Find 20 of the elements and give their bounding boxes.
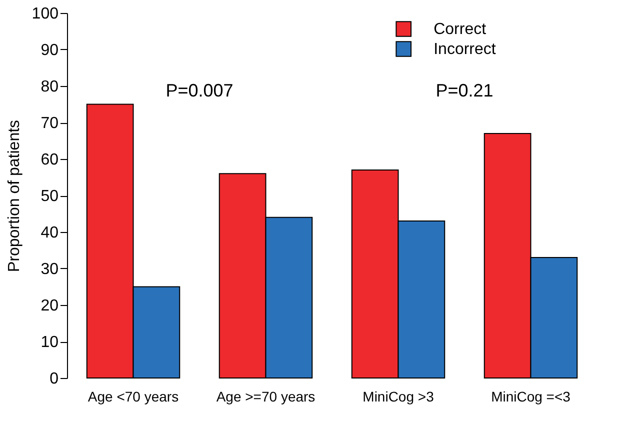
y-tick-label: 0 — [50, 370, 59, 388]
y-tick-label: 100 — [32, 6, 59, 22]
annotation: P=0.007 — [166, 80, 234, 100]
y-tick-label: 70 — [40, 115, 59, 132]
y-tick-label: 80 — [40, 78, 59, 96]
y-tick-label: 30 — [40, 261, 59, 278]
y-axis-title: Proportion of patients — [6, 120, 23, 272]
y-tick-label: 40 — [40, 224, 59, 242]
x-tick-label: MiniCog =<3 — [491, 388, 571, 404]
y-tick-label: 60 — [40, 152, 59, 168]
legend-label: Incorrect — [434, 41, 496, 58]
y-tick-label: 90 — [40, 42, 59, 59]
y-tick-label: 50 — [40, 188, 59, 205]
x-tick-label: Age <70 years — [88, 388, 179, 404]
annotation: P=0.21 — [436, 80, 494, 100]
y-tick-label: 20 — [40, 298, 59, 314]
legend-label: Correct — [434, 21, 487, 38]
y-tick-label: 10 — [40, 334, 59, 351]
x-tick-label: Age >=70 years — [216, 388, 316, 404]
x-tick-label: MiniCog >3 — [362, 388, 434, 404]
